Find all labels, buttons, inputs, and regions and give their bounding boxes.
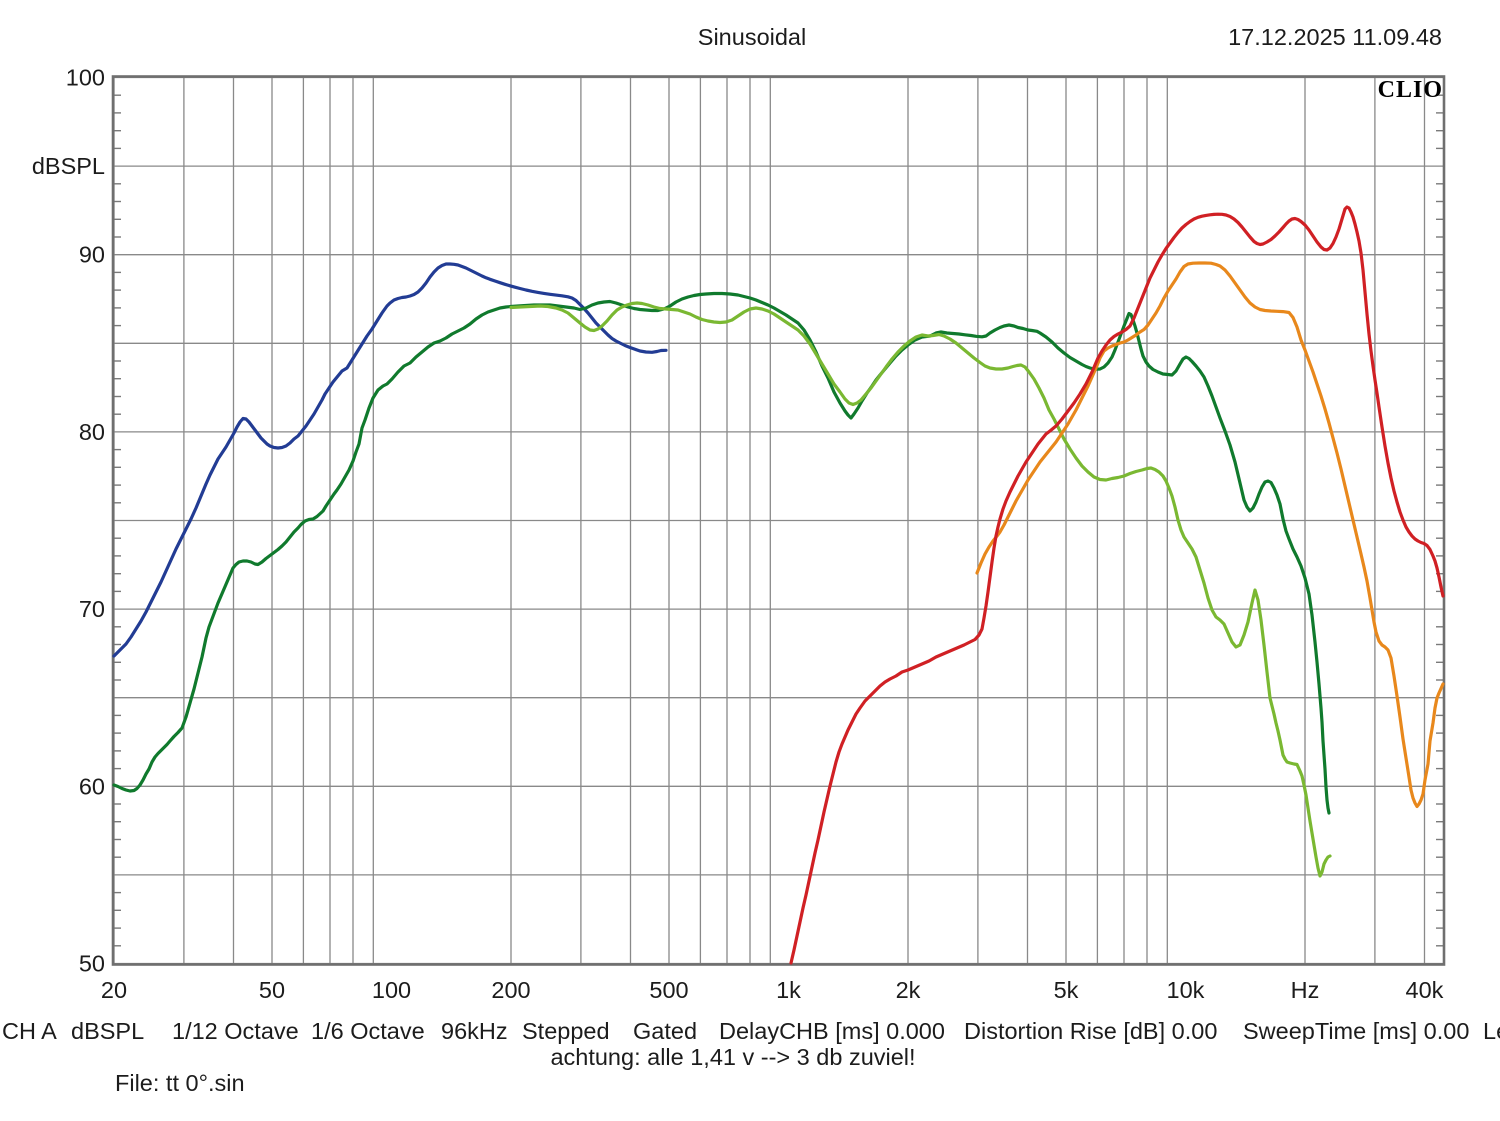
svg-text:80: 80 [79, 419, 105, 445]
svg-text:1k: 1k [776, 977, 801, 1003]
svg-text:Gated: Gated [633, 1018, 697, 1044]
svg-text:CLIO: CLIO [1378, 77, 1443, 103]
svg-text:20: 20 [101, 977, 127, 1003]
svg-text:1/12 Octave: 1/12 Octave [172, 1018, 299, 1044]
svg-text:5k: 5k [1054, 977, 1079, 1003]
svg-text:Sinusoidal: Sinusoidal [698, 24, 806, 50]
svg-text:60: 60 [79, 773, 105, 799]
svg-text:Level [dB]: Level [dB] [1483, 1018, 1500, 1044]
svg-text:500: 500 [649, 977, 688, 1003]
svg-text:dBSPL: dBSPL [71, 1018, 144, 1044]
svg-text:50: 50 [79, 951, 105, 977]
svg-text:SweepTime [ms] 0.00: SweepTime [ms] 0.00 [1243, 1018, 1469, 1044]
svg-text:2k: 2k [896, 977, 921, 1003]
svg-text:Hz: Hz [1291, 977, 1320, 1003]
svg-text:Stepped: Stepped [522, 1018, 610, 1044]
svg-text:70: 70 [79, 596, 105, 622]
svg-text:40k: 40k [1406, 977, 1444, 1003]
svg-text:dBSPL: dBSPL [32, 153, 105, 179]
svg-text:File: tt 0°.sin: File: tt 0°.sin [115, 1070, 245, 1096]
svg-text:90: 90 [79, 242, 105, 268]
svg-text:achtung: alle 1,41 v --> 3 db: achtung: alle 1,41 v --> 3 db zuviel! [550, 1044, 915, 1070]
svg-text:10k: 10k [1167, 977, 1205, 1003]
svg-text:50: 50 [259, 977, 285, 1003]
svg-text:100: 100 [372, 977, 411, 1003]
svg-text:Distortion Rise [dB] 0.00: Distortion Rise [dB] 0.00 [964, 1018, 1217, 1044]
svg-text:17.12.2025 11.09.48: 17.12.2025 11.09.48 [1228, 24, 1442, 50]
svg-text:1/6 Octave: 1/6 Octave [311, 1018, 425, 1044]
svg-text:200: 200 [491, 977, 530, 1003]
svg-text:96kHz: 96kHz [441, 1018, 508, 1044]
svg-text:CH A: CH A [2, 1018, 57, 1044]
svg-text:100: 100 [66, 65, 105, 91]
svg-text:DelayCHB [ms] 0.000: DelayCHB [ms] 0.000 [719, 1018, 945, 1044]
